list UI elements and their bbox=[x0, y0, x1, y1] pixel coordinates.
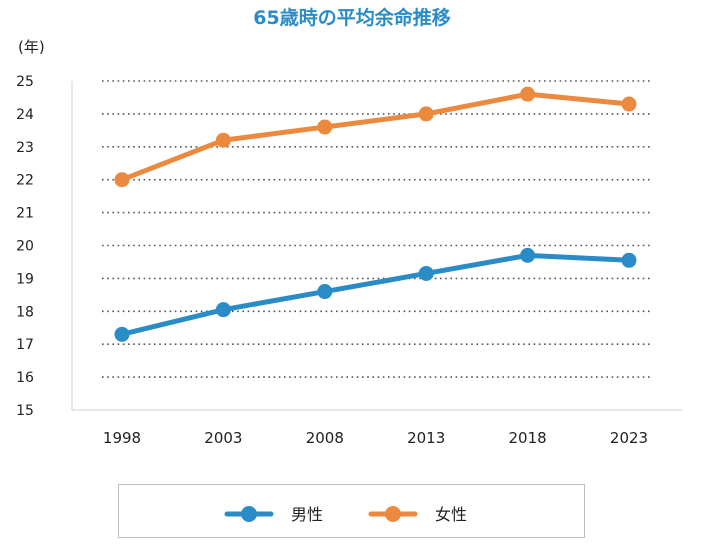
data-point bbox=[621, 252, 637, 268]
data-point bbox=[520, 247, 536, 263]
x-tick-label: 2008 bbox=[306, 429, 344, 447]
legend-label-2: 女性 bbox=[435, 505, 467, 524]
data-point bbox=[520, 86, 536, 102]
data-point bbox=[317, 119, 333, 135]
y-axis-unit-label: (年) bbox=[18, 38, 45, 56]
x-tick-label: 2018 bbox=[509, 429, 547, 447]
data-point bbox=[215, 302, 231, 318]
data-point bbox=[114, 326, 130, 342]
series-line-1 bbox=[119, 252, 632, 337]
y-tick-label: 20 bbox=[16, 239, 34, 255]
data-point bbox=[215, 132, 231, 148]
data-point bbox=[317, 284, 333, 300]
x-tick-label: 1998 bbox=[103, 429, 141, 447]
legend-label-1: 男性 bbox=[291, 505, 323, 524]
data-point bbox=[418, 265, 434, 281]
y-tick-label: 15 bbox=[16, 403, 34, 419]
chart-title: 65歳時の平均余命推移 bbox=[253, 6, 450, 29]
y-tick-label: 22 bbox=[16, 173, 34, 189]
y-tick-label: 17 bbox=[16, 337, 34, 353]
y-tick-label: 18 bbox=[16, 304, 34, 320]
y-tick-label: 21 bbox=[16, 206, 34, 222]
legend-marker-1 bbox=[241, 506, 257, 522]
x-tick-label: 2003 bbox=[204, 429, 242, 447]
x-tick-label: 2023 bbox=[610, 429, 648, 447]
series-line-2 bbox=[119, 91, 632, 183]
legend: 男性 女性 bbox=[118, 484, 585, 538]
y-tick-label: 23 bbox=[16, 140, 34, 156]
y-tick-label: 25 bbox=[16, 74, 34, 90]
axes: 15 16 17 18 19 20 21 22 23 24 25 1998 2003 2008 2013 20… bbox=[16, 74, 682, 447]
data-point bbox=[418, 106, 434, 122]
legend-items: 男性 女性 bbox=[224, 505, 467, 524]
series-lines bbox=[114, 86, 637, 342]
y-tick-label: 24 bbox=[16, 107, 34, 123]
y-tick-label: 16 bbox=[16, 370, 34, 386]
x-tick-label: 2013 bbox=[407, 429, 445, 447]
gridlines bbox=[102, 80, 652, 378]
data-point bbox=[114, 172, 130, 188]
data-point bbox=[621, 96, 637, 112]
legend-marker-2 bbox=[385, 506, 401, 522]
y-tick-label: 19 bbox=[16, 271, 34, 287]
